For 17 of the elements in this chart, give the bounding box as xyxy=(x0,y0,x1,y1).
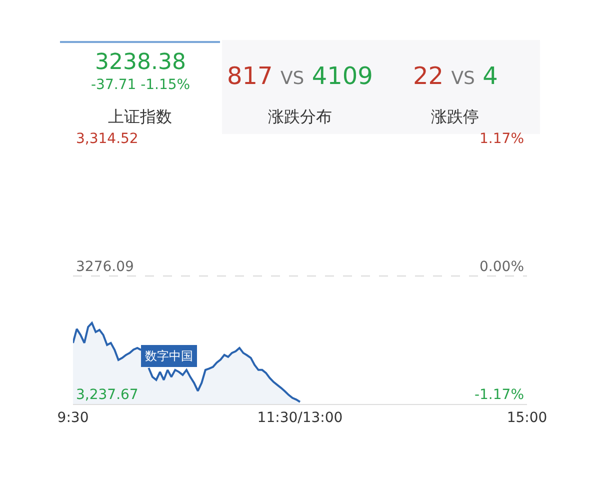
annotation: 数字中国 xyxy=(145,349,193,363)
x-tick-label: 9:30 xyxy=(57,410,89,426)
y2-tick-label: 1.17% xyxy=(480,131,524,148)
text: 817 VS 4109 xyxy=(227,62,373,90)
text: 涨跌停 xyxy=(431,107,479,126)
y-tick-label: 3,237.67 xyxy=(76,387,138,404)
y-tick-label: 3276.09 xyxy=(76,259,134,276)
x-tick-label: 15:00 xyxy=(506,410,548,426)
x-tick-label: 11:30/13:00 xyxy=(257,410,343,426)
text: 22 VS 4 xyxy=(413,62,498,90)
y-tick-label: 3,314.52 xyxy=(76,131,138,148)
text: 3238.38 xyxy=(95,50,186,75)
y2-tick-label: 0.00% xyxy=(480,259,524,276)
text: -37.71 -1.15% xyxy=(91,77,190,93)
y2-tick-label: -1.17% xyxy=(474,387,524,404)
text: 涨跌分布 xyxy=(268,107,332,126)
text: 上证指数 xyxy=(108,107,172,126)
